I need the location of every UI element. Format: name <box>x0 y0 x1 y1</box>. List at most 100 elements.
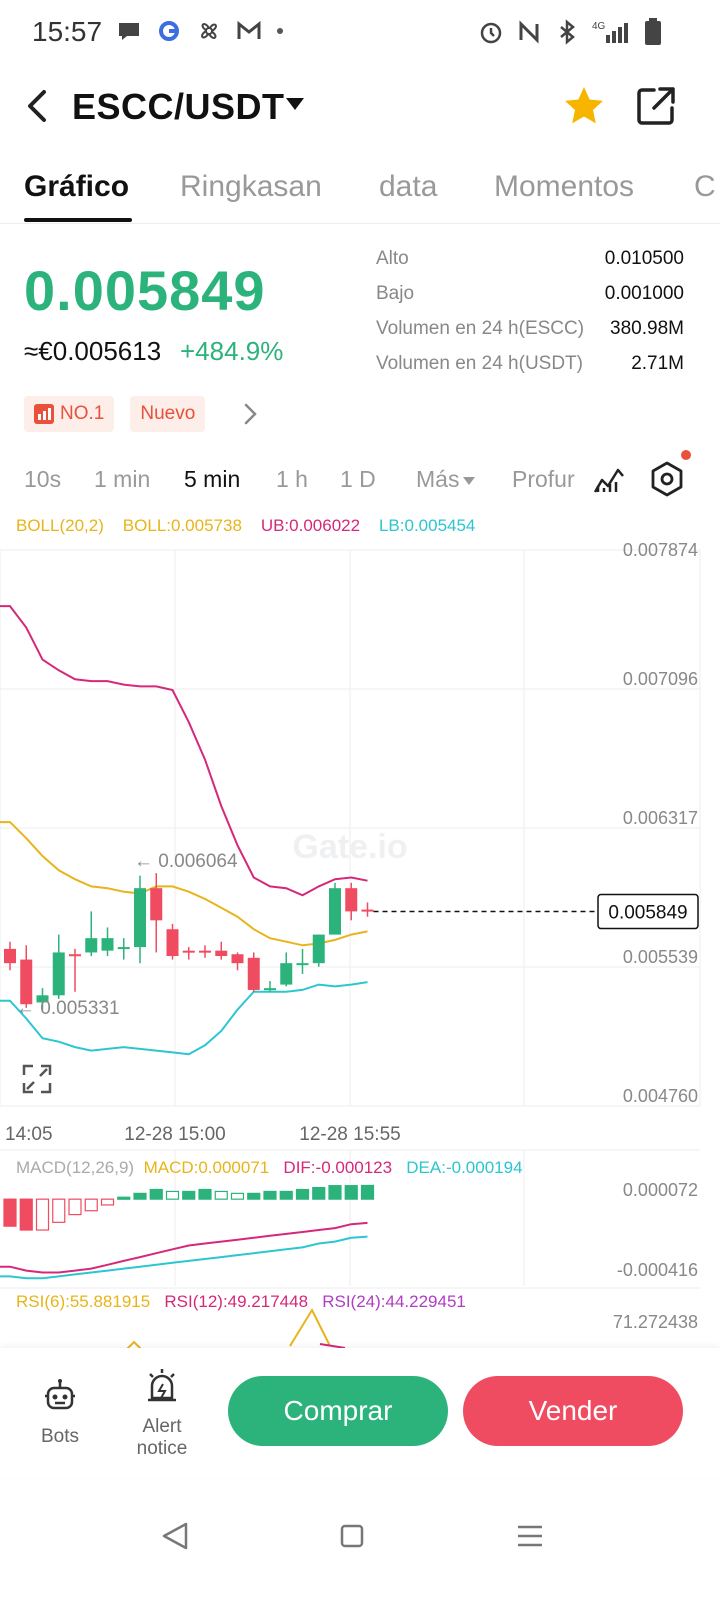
stat-label: Alto <box>376 248 409 269</box>
x-axis-label: 12-28 15:00 <box>124 1124 225 1145</box>
tab-clipped[interactable]: C <box>694 170 716 203</box>
boll-legend-name: BOLL(20,2) <box>16 516 104 535</box>
macd-histogram-bar <box>3 1198 17 1227</box>
pair-title[interactable]: ESCC/USDT <box>72 86 285 127</box>
rsi-legend-12: RSI(12):49.217448 <box>164 1292 309 1311</box>
macd-histogram-bar <box>19 1198 33 1231</box>
interval-1h[interactable]: 1 h <box>276 466 308 492</box>
macd-histogram-bar <box>182 1190 196 1200</box>
candle-body <box>101 938 114 951</box>
rsi-legend: RSI(6):55.881915 RSI(12):49.217448 RSI(2… <box>16 1292 466 1312</box>
candle-body <box>361 909 374 912</box>
candle-body <box>231 954 244 964</box>
home-nav-icon[interactable] <box>332 1516 372 1556</box>
status-notification-icons <box>116 18 284 44</box>
bar-chart-icon <box>34 404 54 424</box>
stat-value: 380.98M <box>610 318 684 339</box>
candle-body <box>69 954 81 957</box>
chart-settings-icon[interactable] <box>648 460 686 498</box>
stat-value: 0.010500 <box>604 248 684 269</box>
tab-momentos[interactable]: Momentos <box>494 170 635 203</box>
alert-label-line2: notice <box>136 1438 188 1459</box>
current-price-label: 0.005849 <box>608 903 687 924</box>
stat-value: 2.71M <box>631 353 684 374</box>
x-axis-label: 14:05 <box>5 1124 53 1145</box>
buy-button[interactable]: Comprar <box>228 1376 448 1446</box>
alert-label-line1: Alert <box>142 1416 182 1437</box>
tab-data[interactable]: data <box>379 170 438 203</box>
candle-body <box>117 947 130 950</box>
macd-histogram-bar <box>198 1188 212 1200</box>
chevron-right-icon[interactable] <box>238 400 262 428</box>
last-price: 0.005849 <box>24 259 266 322</box>
rsi-legend-24: RSI(24):44.229451 <box>322 1292 466 1311</box>
signal-4g-icon: 4G <box>592 21 628 43</box>
svg-text:4G: 4G <box>592 21 606 32</box>
status-time: 15:57 <box>32 16 103 47</box>
tab-grafico[interactable]: Gráfico <box>24 170 130 203</box>
recents-nav-icon[interactable] <box>510 1516 550 1556</box>
pair-header: ESCC/USDT <box>0 78 720 138</box>
kline-chart[interactable]: BOLL(20,2) BOLL:0.005738 UB:0.006022 LB:… <box>0 510 720 1350</box>
rsi-y-label: 71.272438 <box>613 1312 698 1332</box>
rank-badge-label: NO.1 <box>60 403 105 424</box>
bots-button[interactable]: Bots <box>38 1376 82 1448</box>
candle-body <box>215 950 228 957</box>
macd-histogram-bar <box>35 1198 50 1231</box>
candle-body <box>199 950 211 953</box>
market-stats: Alto 0.010500 Bajo 0.001000 Volumen en 2… <box>376 248 684 388</box>
macd-histogram-bar <box>52 1198 66 1223</box>
price-change: +484.9% <box>180 336 284 366</box>
dropdown-caret-icon <box>463 476 476 485</box>
candle-body <box>182 950 195 953</box>
boll-legend: BOLL(20,2) BOLL:0.005738 UB:0.006022 LB:… <box>16 516 475 536</box>
macd-histogram-bar <box>360 1184 375 1200</box>
interval-more[interactable]: Más <box>416 466 476 493</box>
boll-lower-line <box>0 981 368 1056</box>
share-icon[interactable] <box>634 84 678 128</box>
rsi6-line <box>289 1307 331 1347</box>
indicator-chart-icon[interactable] <box>592 462 626 496</box>
macd-histogram-bar <box>133 1192 147 1200</box>
pinwheel-icon <box>201 23 217 39</box>
macd-y-label: -0.000416 <box>617 1260 698 1280</box>
high-price-marker: ← 0.006064 <box>134 851 238 872</box>
system-nav-bar <box>0 1480 720 1600</box>
tab-ringkasan[interactable]: Ringkasan <box>180 170 322 203</box>
sell-button[interactable]: Vender <box>463 1376 683 1446</box>
interval-depth[interactable]: Profur <box>512 466 575 492</box>
interval-1min[interactable]: 1 min <box>94 466 151 492</box>
gmail-icon <box>237 20 261 39</box>
battery-icon <box>645 18 661 45</box>
rsi12-line <box>319 1343 346 1349</box>
macd-legend-dea: DEA:-0.000194 <box>406 1158 523 1177</box>
back-arrow-icon[interactable] <box>20 86 56 126</box>
robot-icon <box>45 1379 75 1410</box>
back-nav-icon[interactable] <box>156 1516 196 1556</box>
new-badge[interactable]: Nuevo <box>130 396 206 432</box>
macd-histogram-bar <box>165 1190 180 1200</box>
watermark: Gate.io <box>292 828 407 866</box>
alarm-light-icon <box>148 1369 176 1402</box>
rsi6-line <box>125 1340 143 1350</box>
pair-dropdown-caret-icon[interactable] <box>286 98 304 110</box>
macd-legend-macd: MACD:0.000071 <box>143 1158 270 1177</box>
interval-1d[interactable]: 1 D <box>340 466 376 492</box>
macd-histogram-bar <box>295 1188 310 1200</box>
alert-notice-button[interactable]: Alert notice <box>126 1366 198 1460</box>
fullscreen-icon[interactable] <box>22 1064 52 1094</box>
y-axis-label: 0.004760 <box>623 1086 698 1106</box>
interval-10s[interactable]: 10s <box>24 466 62 492</box>
nfc-icon <box>519 20 539 44</box>
fiat-price: ≈€0.005613 <box>24 336 162 366</box>
stat-value: 0.001000 <box>604 283 684 304</box>
boll-legend-ub: UB:0.006022 <box>260 516 361 535</box>
favorite-star-icon[interactable] <box>562 84 606 128</box>
macd-histogram-bar <box>344 1185 358 1200</box>
interval-5min[interactable]: 5 min <box>184 466 241 492</box>
candle-body <box>20 959 33 1005</box>
status-bar: 15:57 4G <box>0 0 720 64</box>
badges: NO.1 Nuevo <box>24 396 206 432</box>
macd-legend-dif: DIF:-0.000123 <box>283 1158 393 1177</box>
rank-badge[interactable]: NO.1 <box>24 396 115 432</box>
